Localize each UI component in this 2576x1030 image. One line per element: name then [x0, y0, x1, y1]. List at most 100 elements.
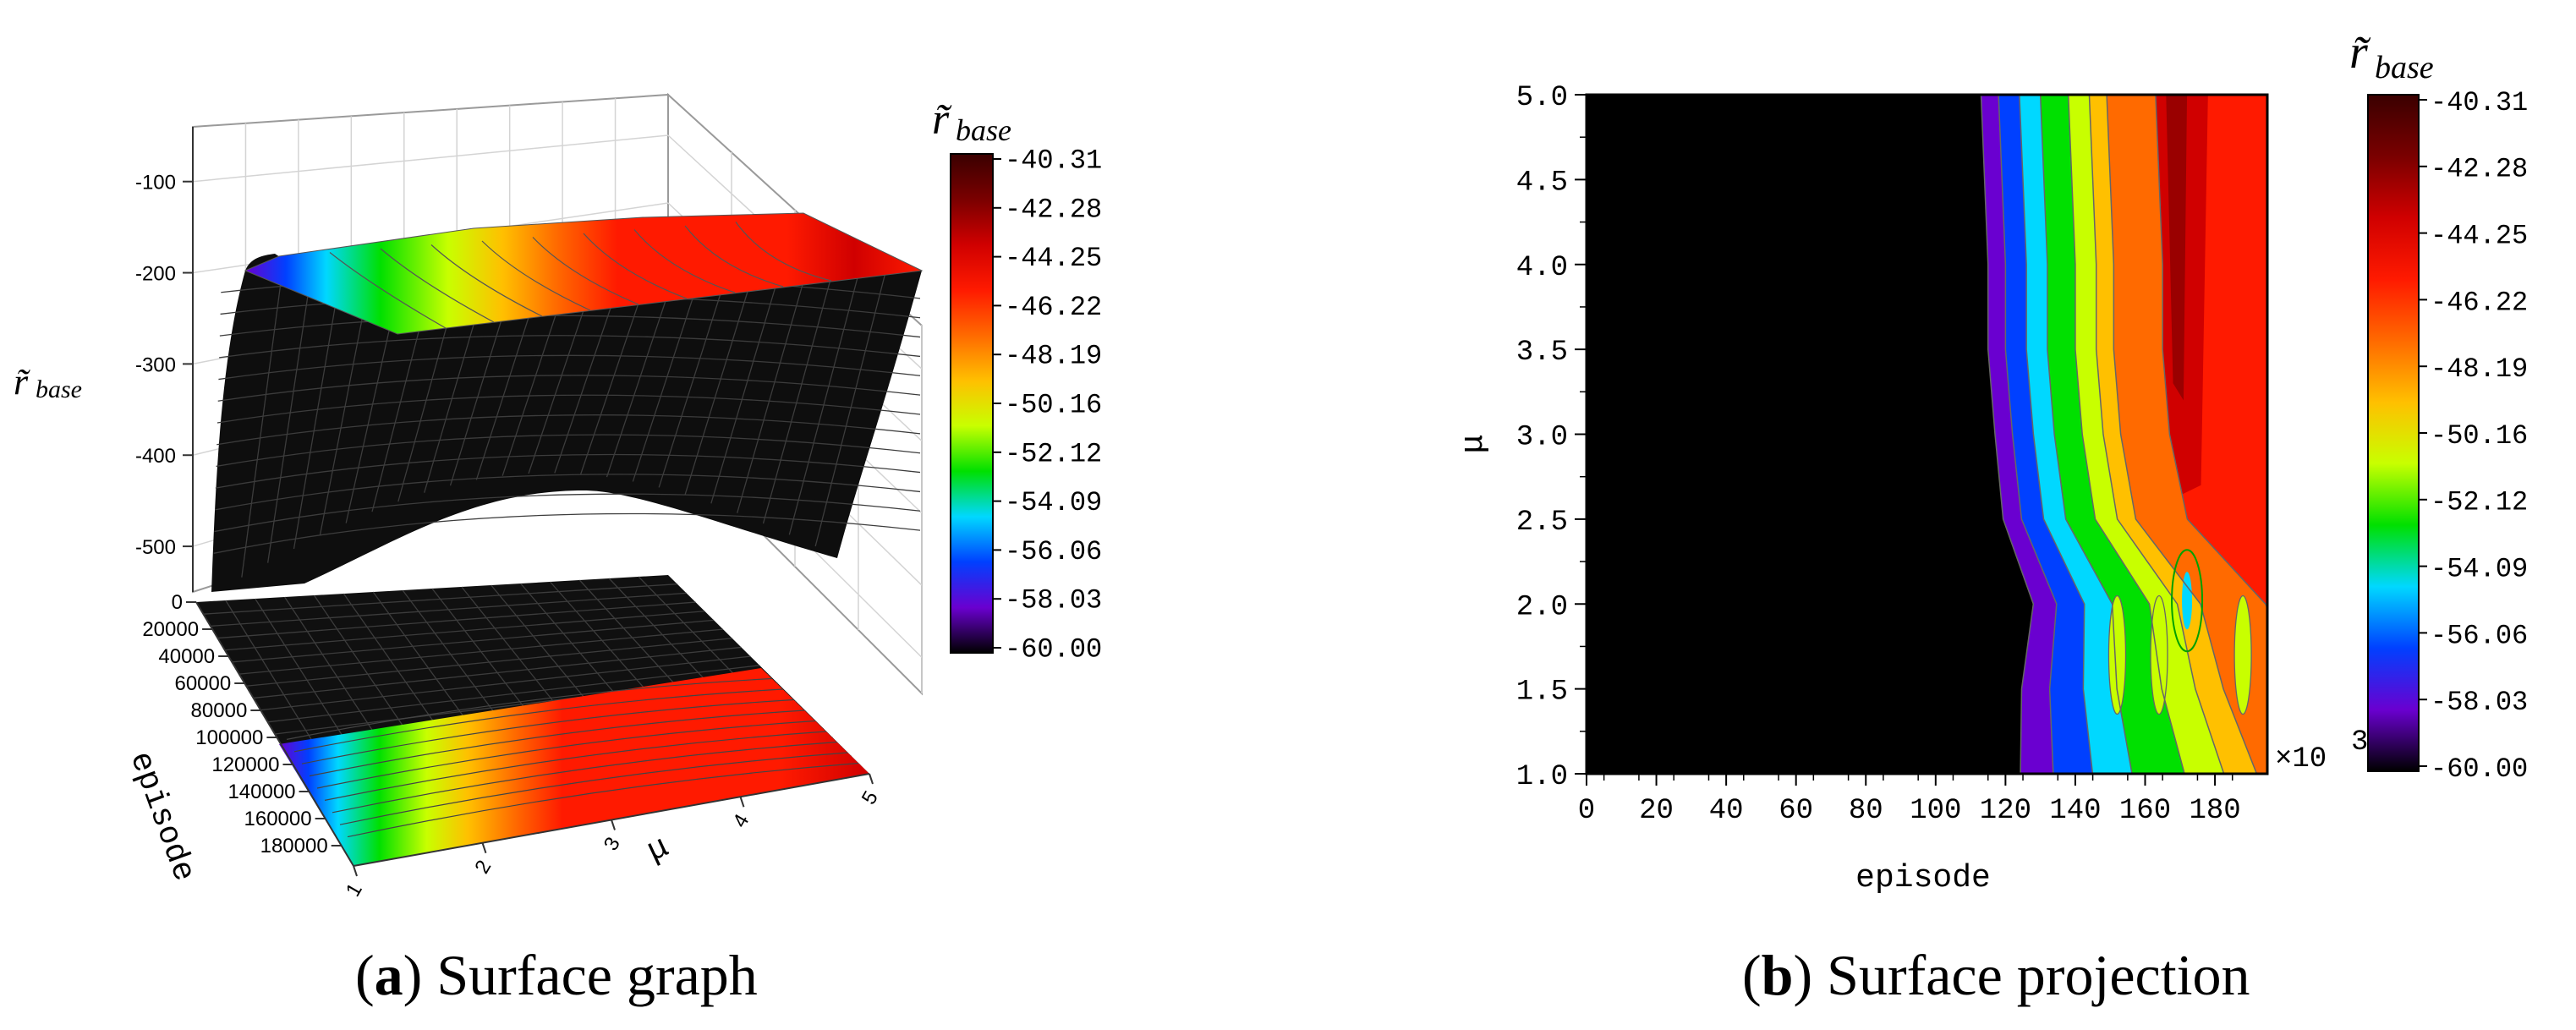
- colorbar-a-tick-label: -56.06: [1005, 536, 1102, 567]
- z-axis: -100 -200 -300 -400 -500: [135, 127, 194, 592]
- surface-top: [244, 212, 924, 335]
- episode-tick-label: 140000: [227, 781, 295, 803]
- min-reward-region: [1587, 95, 2006, 774]
- local-minimum-spot: [2182, 572, 2193, 630]
- contour-line: [1998, 95, 2058, 774]
- surface-contour-line: [532, 237, 639, 305]
- mesh-line: [737, 281, 804, 513]
- mesh-line: [216, 414, 921, 446]
- contour-bands: [1587, 95, 2267, 774]
- mu-tick: [481, 842, 487, 854]
- mesh-line: [213, 512, 921, 554]
- mesh-line: [475, 317, 529, 480]
- episode-tick-label: 100000: [195, 726, 263, 749]
- floor-contour-line: [332, 741, 837, 814]
- mu-tick: [611, 819, 616, 830]
- y-tick-label: 3.5: [1516, 337, 1568, 369]
- colorbar-a-tick-label: -40.31: [1005, 145, 1102, 177]
- local-band-streak: [2151, 595, 2168, 715]
- episode-tick-label: 60000: [174, 672, 231, 695]
- colorbar-b-tick-label: -42.28: [2431, 154, 2528, 185]
- mesh-line: [424, 324, 474, 493]
- y-tick-label: 4.5: [1516, 167, 1568, 199]
- colorbar-b-tick-label: -48.19: [2431, 353, 2528, 385]
- episode-tick-label: 40000: [158, 645, 215, 668]
- colorbar-a-tick-label: -46.22: [1005, 292, 1102, 323]
- mesh-line: [215, 474, 921, 511]
- surface-contours: [329, 222, 832, 329]
- colorbar-b-tick-label: -52.12: [2431, 487, 2528, 518]
- z-tick-label: -100: [135, 172, 176, 194]
- caption-a-letter: a: [375, 943, 403, 1007]
- y-tick-label: 2.0: [1516, 591, 1568, 623]
- colorbar-b: r̃ base -40.31 -42.28 -44.25 -46.22 -48.19 -5…: [2349, 26, 2528, 785]
- mesh-line: [214, 493, 921, 533]
- surface-projection-panel: 0 20 40 60 80 100 120 140 160 180 1.0 1.5 2.0 2.5 3.0…: [1455, 82, 2368, 896]
- mesh-line: [216, 394, 921, 424]
- colorbar-b-tick-label: -40.31: [2431, 87, 2528, 118]
- x-tick-label: 40: [1709, 795, 1744, 827]
- colorbar-a-title-symbol: r̃: [932, 96, 952, 144]
- episode-tick-label: 120000: [211, 753, 279, 776]
- colorbar-a-tick-label: -48.19: [1005, 341, 1102, 372]
- y-tick-label: 1.5: [1516, 677, 1568, 709]
- x-tick-label: 100: [1910, 795, 1961, 827]
- surface-contour-line: [481, 240, 591, 311]
- contour-line: [2039, 95, 2133, 774]
- colorbar-a-tick-label: -42.28: [1005, 194, 1102, 225]
- mesh-line: [501, 314, 557, 476]
- mesh-line: [632, 295, 694, 482]
- x-tick-label: 120: [1980, 795, 2031, 827]
- local-contour: [2107, 594, 2127, 715]
- z-axis-label: r̃ base: [14, 361, 82, 403]
- mesh-line: [215, 453, 921, 489]
- mesh-line: [684, 288, 749, 496]
- mu-tick: [353, 865, 358, 877]
- y-tick-label: 1.0: [1516, 761, 1568, 793]
- colorbar-b-tick-label: -46.22: [2431, 287, 2528, 318]
- mu-tick-label: 2: [470, 857, 496, 878]
- episode-tick-label: 180000: [260, 835, 328, 857]
- mesh-line: [293, 300, 337, 550]
- colorbar-b-tick-label: -50.16: [2431, 420, 2528, 452]
- floor-contour-line: [339, 752, 848, 825]
- floor-contour-line: [286, 677, 772, 740]
- local-contour: [2150, 594, 2168, 715]
- mesh-line: [371, 331, 419, 512]
- x-axis: 0 20 40 60 80 100 120 140 160 180: [1578, 774, 2241, 827]
- surface-contour-line: [329, 252, 447, 329]
- x-tick-label: 20: [1639, 795, 1674, 827]
- contour-line: [2067, 95, 2185, 774]
- floor-contour-line: [309, 709, 805, 777]
- contour-lines: [1980, 95, 2267, 774]
- mesh-line: [528, 310, 584, 474]
- x-tick-label: 80: [1849, 795, 1883, 827]
- colorbar-a-tick-label: -52.12: [1005, 438, 1102, 469]
- floor-contour-line: [301, 699, 794, 764]
- colorbar-b-title-sub: base: [2375, 50, 2434, 85]
- mesh-line: [397, 328, 447, 502]
- x-tick-label: 180: [2189, 795, 2240, 827]
- mesh-line: [762, 277, 832, 524]
- z-tick-label: -200: [135, 263, 176, 286]
- colorbar-b-tick-label: -56.06: [2431, 620, 2528, 651]
- x-multiplier-exp: 3: [2351, 726, 2368, 759]
- contour-line: [2088, 95, 2225, 774]
- local-contour: [2171, 549, 2204, 653]
- mesh-line: [710, 285, 777, 504]
- x-tick-label: 0: [1578, 795, 1595, 827]
- mu-axis-label: μ: [642, 829, 675, 870]
- caption-b: (b) Surface projection: [1742, 943, 2250, 1007]
- surface-graph-panel: -100 -200 -300 -400 -500 r̃ base 0 20000 40000…: [14, 92, 924, 901]
- mesh-line: [554, 306, 612, 474]
- surface-contour-line: [430, 244, 543, 317]
- x-tick-label: 160: [2119, 795, 2171, 827]
- colorbar-a-tick-label: -58.03: [1005, 585, 1102, 616]
- z-axis-label-symbol: r̃: [14, 361, 30, 403]
- mesh-line: [219, 315, 921, 338]
- surface-contour-line: [583, 233, 688, 299]
- caption-a-text: Surface graph: [436, 943, 757, 1007]
- caption-b-text: Surface projection: [1827, 943, 2250, 1007]
- contour-line: [2106, 95, 2258, 774]
